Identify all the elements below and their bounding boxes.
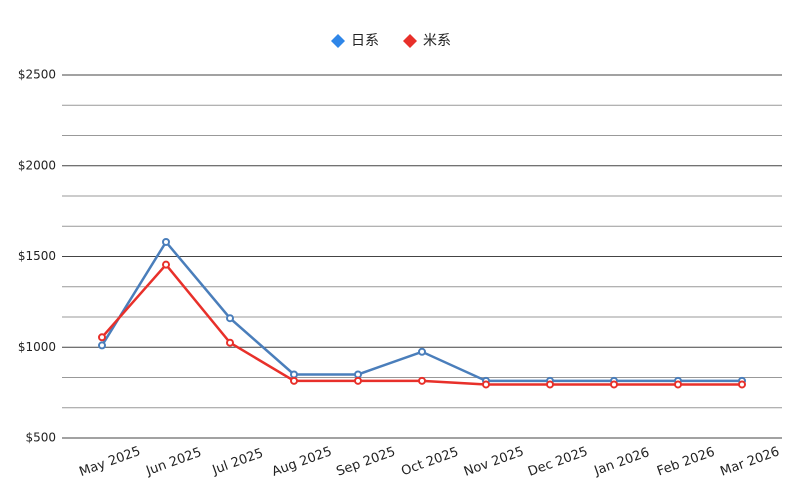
x-tick-label: Dec 2025 (526, 444, 590, 479)
x-tick-label: Jan 2026 (592, 445, 652, 479)
y-tick-label: $1000 (18, 340, 56, 354)
point (482, 380, 490, 389)
legend-marker (403, 34, 417, 48)
point (610, 380, 618, 389)
x-tick-label: Jun 2025 (143, 445, 203, 479)
point (290, 376, 298, 385)
x-tick-label: May 2025 (77, 444, 142, 480)
point (98, 341, 106, 350)
x-tick-label: Oct 2025 (399, 445, 460, 480)
series-line (100, 239, 742, 383)
x-tick-label: Nov 2025 (462, 444, 526, 480)
point (354, 376, 362, 385)
legend-label: 米系 (423, 33, 451, 49)
legend-marker (331, 34, 345, 48)
point (226, 338, 234, 347)
x-tick-label: Aug 2025 (270, 444, 334, 480)
y-tick-label: $1500 (18, 249, 56, 263)
legend-label: 日系 (351, 33, 379, 49)
x-tick-label: Jul 2025 (210, 446, 266, 479)
point (98, 333, 106, 342)
x-tick-label: Sep 2025 (334, 444, 397, 479)
point (546, 380, 554, 389)
x-tick-label: Feb 2026 (655, 445, 717, 480)
x-tick-label: Mar 2026 (718, 444, 781, 479)
y-tick-label: $2500 (18, 68, 56, 82)
y-tick-label: $2000 (18, 158, 56, 172)
point (226, 314, 234, 323)
point (738, 380, 746, 389)
point (674, 380, 682, 389)
point (162, 237, 170, 246)
point (290, 370, 298, 379)
point (418, 376, 426, 385)
series-line (101, 262, 742, 386)
point (418, 347, 426, 356)
y-tick-label: $500 (25, 431, 56, 445)
point (354, 370, 362, 379)
point (162, 260, 170, 269)
